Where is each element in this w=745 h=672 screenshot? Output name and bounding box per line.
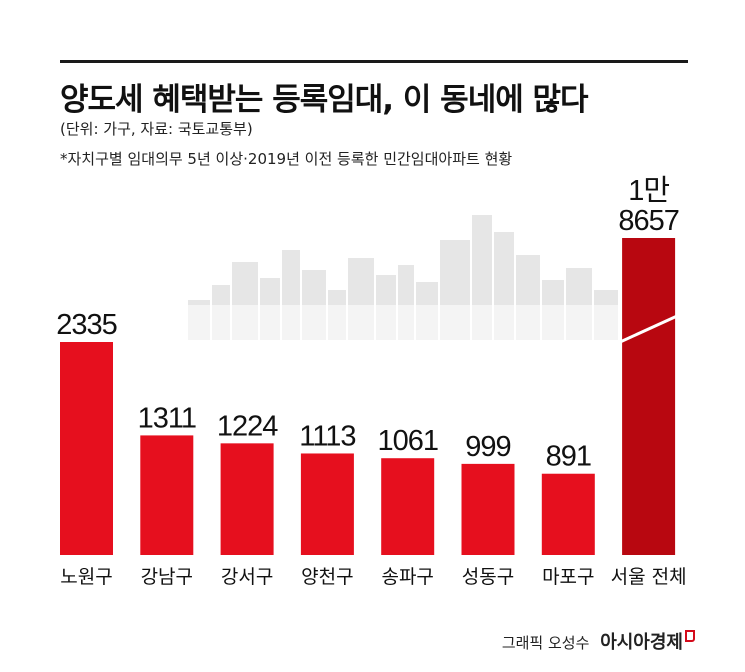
value-label: 999: [465, 431, 510, 463]
category-label: 성동구: [462, 566, 514, 588]
value-label: 1만: [628, 175, 669, 207]
category-label: 강남구: [141, 566, 193, 588]
value-label: 1113: [299, 420, 355, 452]
axis-break-mark: [619, 314, 678, 344]
unit-source-label: (단위: 가구, 자료: 국토교통부): [60, 120, 253, 138]
value-label: 1224: [217, 410, 278, 442]
value-label: 2335: [56, 309, 117, 341]
bar-6: [461, 463, 515, 555]
bar-2: [140, 435, 194, 555]
category-label: 마포구: [542, 566, 594, 588]
bar-5: [381, 458, 435, 555]
category-label: 노원구: [60, 566, 112, 588]
brand-mark-icon: [685, 630, 695, 642]
value-label: 1061: [377, 425, 438, 457]
skyline-background: [180, 215, 620, 345]
value-label: 891: [546, 441, 591, 473]
bar-8: [622, 238, 676, 555]
top-rule: [60, 60, 688, 63]
category-label: 강서구: [221, 566, 273, 588]
value-label: 1311: [138, 402, 196, 434]
category-label: 서울 전체: [611, 566, 687, 588]
category-label: 양천구: [301, 566, 353, 588]
chart-title: 양도세 혜택받는 등록임대, 이 동네에 많다: [60, 82, 589, 118]
category-label: 송파구: [381, 566, 433, 588]
brand-logo-text: 아시아경제: [600, 632, 683, 653]
bar-4: [300, 453, 354, 555]
credit-line: 그래픽 오성수 아시아경제: [502, 628, 695, 654]
graphic-credit: 그래픽 오성수: [501, 634, 590, 652]
bar-3: [220, 443, 274, 555]
footnote: *자치구별 임대의무 5년 이상·2019년 이전 등록한 민간임대아파트 현황: [60, 150, 513, 168]
bars-group: 2335 노원구 1311 강남구 1224 강서구 1113 양천구 1061 송파구 999 성동…: [56, 175, 686, 588]
bar-1: [60, 342, 113, 555]
skyline-fade: [180, 305, 620, 345]
value-label: 8657: [618, 205, 679, 237]
bar-7: [541, 473, 595, 555]
